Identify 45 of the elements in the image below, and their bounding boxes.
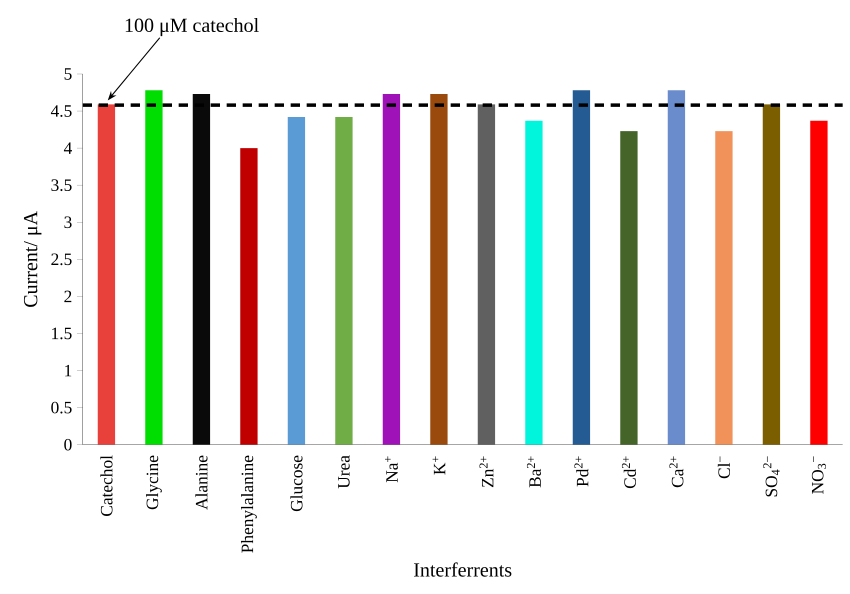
x-tick-label: Ba$^{2+}$ [526, 456, 541, 488]
y-tick-label: 3 [64, 216, 72, 228]
y-tick-label: 2 [64, 290, 72, 302]
y-tick-label: 4.5 [50, 105, 72, 117]
bar [715, 131, 733, 445]
x-tick-label: Zn$^{2+}$ [480, 456, 494, 488]
x-tick-label: Glycine [146, 456, 162, 510]
y-tick-label: 1.5 [52, 328, 72, 340]
x-axis-title: Interferrents [414, 562, 512, 577]
x-tick-label: Alanine [195, 456, 208, 510]
bar [145, 90, 163, 445]
y-tick-label: 3.5 [51, 179, 72, 192]
bar [288, 117, 306, 445]
x-tick-label: Cd$^{2+}$ [622, 456, 636, 488]
y-tick-label: 4 [64, 142, 72, 154]
bar [430, 94, 448, 445]
x-tick-label: Ca$^{2+}$ [669, 456, 684, 488]
x-tick-label: SO$_{4}$2− [763, 456, 780, 496]
bar [335, 117, 353, 445]
bar [572, 90, 590, 445]
y-tick-label: 2.5 [51, 253, 72, 266]
bar [98, 104, 116, 445]
text: 100 μM catechol [126, 18, 259, 36]
x-tick-label: Glucose [290, 456, 303, 512]
bar [762, 104, 780, 445]
y-tick-label: 0.5 [51, 402, 72, 414]
bar [668, 90, 686, 445]
y-tick-label: 0 [64, 438, 72, 451]
y-tick-label: 5 [64, 68, 72, 80]
bar [478, 104, 496, 445]
x-tick-label: K$^{+}$ [432, 456, 446, 475]
y-tick-label: 1 [65, 364, 72, 376]
x-tick-label: Phenylalanine [241, 456, 257, 553]
x-tick-label: NO$_{3}$− [812, 456, 826, 494]
bar [810, 120, 828, 445]
y-axis-title: Current/ μA [24, 211, 42, 307]
x-tick-label: Na$^{+}$ [385, 456, 398, 482]
bar [382, 94, 400, 445]
bar [620, 131, 638, 445]
x-tick-label: Pd$^{2+}$ [574, 456, 588, 486]
bar [240, 148, 258, 445]
x-tick-label: Cl$^{−}$ [718, 456, 730, 478]
bar [525, 120, 543, 445]
x-tick-label: Urea [338, 455, 350, 488]
x-tick-label: Catechol [100, 455, 113, 516]
